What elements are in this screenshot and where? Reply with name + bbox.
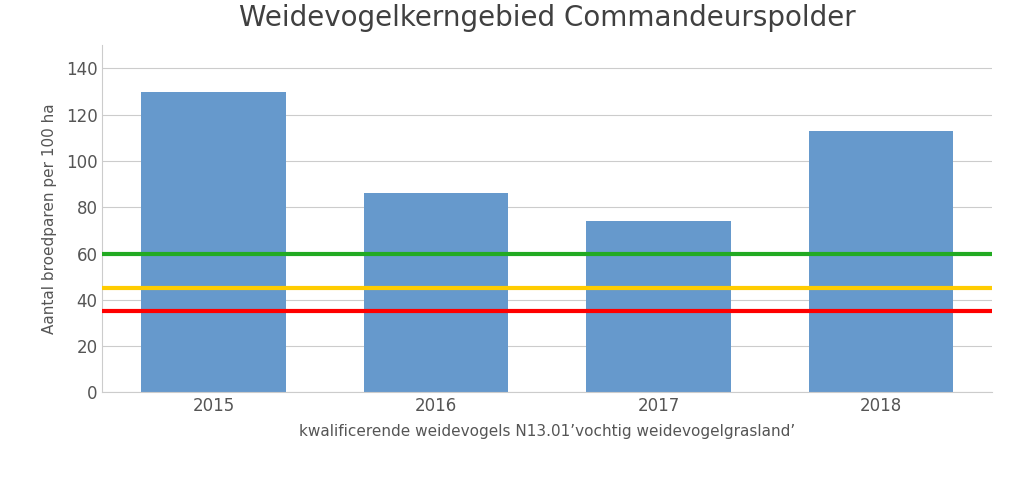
Bar	[809, 131, 953, 392]
Y-axis label: Aantal broedparen per 100 ha: Aantal broedparen per 100 ha	[42, 104, 57, 334]
X-axis label: kwalificerende weidevogels N13.01’vochtig weidevogelgrasland’: kwalificerende weidevogels N13.01’vochti…	[299, 424, 796, 439]
Title: Weidevogelkerngebied Commandeurspolder: Weidevogelkerngebied Commandeurspolder	[239, 4, 855, 32]
Bar	[141, 92, 285, 392]
Bar	[364, 193, 508, 392]
Bar	[586, 221, 730, 392]
